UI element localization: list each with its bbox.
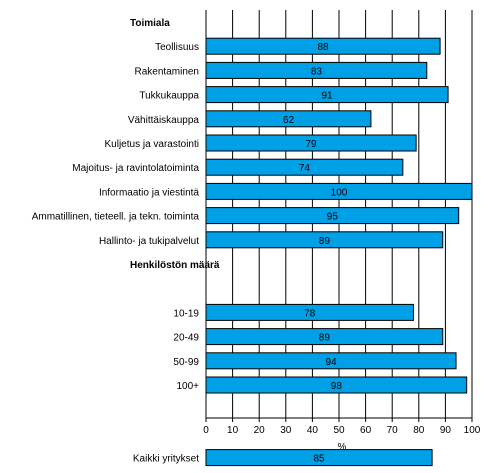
bar xyxy=(205,182,473,200)
bar xyxy=(205,352,457,370)
bar xyxy=(205,207,460,225)
data-label: 74 xyxy=(299,163,311,174)
category-label: Kuljetus ja varastointi xyxy=(105,139,200,150)
bar xyxy=(205,134,417,152)
category-label: Hallinto- ja tukipalvelut xyxy=(99,236,199,247)
x-tick-label: 60 xyxy=(360,425,372,436)
data-label: 94 xyxy=(325,357,337,368)
bar xyxy=(205,110,372,128)
category-label: Teollisuus xyxy=(155,42,199,53)
category-label: Vähittäiskauppa xyxy=(128,115,200,126)
category-label: 100+ xyxy=(176,381,199,392)
x-tick-label: 20 xyxy=(254,425,266,436)
category-label: Ammatillinen, tieteell. ja tekn. toimint… xyxy=(32,212,200,223)
x-axis-label: % xyxy=(338,442,347,453)
bar xyxy=(205,158,404,176)
data-label: 85 xyxy=(313,454,325,465)
x-tick-label: 90 xyxy=(440,425,452,436)
bar xyxy=(205,231,444,249)
data-label: 91 xyxy=(321,91,333,102)
x-tick-label: 0 xyxy=(203,425,209,436)
category-label: 20-49 xyxy=(173,333,199,344)
group-header: Henkilöstön määrä xyxy=(130,260,220,271)
bar xyxy=(205,61,428,79)
bar xyxy=(205,328,444,346)
category-label: Informaatio ja viestintä xyxy=(99,187,199,198)
x-tick-label: 40 xyxy=(307,425,319,436)
category-label: Tukkukauppa xyxy=(139,91,199,102)
x-tick-label: 70 xyxy=(387,425,399,436)
bar xyxy=(205,303,414,321)
category-label: 50-99 xyxy=(173,357,199,368)
bar xyxy=(205,86,449,104)
group-header: Toimiala xyxy=(130,18,170,29)
x-tick-label: 30 xyxy=(280,425,292,436)
bar xyxy=(205,376,468,394)
category-labels: Toimiala Teollisuus Rakentaminen Tukkukaupp… xyxy=(32,18,220,465)
x-tick-label: 100 xyxy=(464,425,481,436)
data-label: 95 xyxy=(327,212,339,223)
category-label: Rakentaminen xyxy=(135,66,199,77)
x-tick-label: 50 xyxy=(333,425,345,436)
category-label: Kaikki yritykset xyxy=(133,454,199,465)
bar xyxy=(205,37,441,55)
data-label: 78 xyxy=(304,308,316,319)
data-label: 100 xyxy=(331,187,348,198)
data-label: 62 xyxy=(283,115,295,126)
data-label: 89 xyxy=(319,333,331,344)
category-label: Majoitus- ja ravintolatoiminta xyxy=(72,163,199,174)
x-axis: 0 10 20 30 40 50 60 70 80 90 100 xyxy=(203,417,481,436)
x-tick-label: 10 xyxy=(227,425,239,436)
data-label: 79 xyxy=(306,139,318,150)
data-label: 88 xyxy=(317,42,329,53)
category-label: 10-19 xyxy=(173,308,199,319)
data-label: 83 xyxy=(311,66,323,77)
data-label: 89 xyxy=(319,236,331,247)
bar xyxy=(205,449,433,467)
data-label: 98 xyxy=(331,381,343,392)
x-tick-label: 80 xyxy=(413,425,425,436)
